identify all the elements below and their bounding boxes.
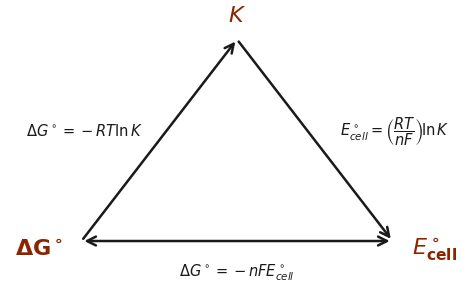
- Text: $\mathbf{\Delta G^\circ}$: $\mathbf{\Delta G^\circ}$: [15, 240, 63, 260]
- Text: $\Delta G^\circ = -RT\ln K$: $\Delta G^\circ = -RT\ln K$: [26, 123, 142, 140]
- Text: $\mathit{K}$: $\mathit{K}$: [228, 6, 246, 26]
- Text: $\Delta G^\circ = -nFE^\circ_{cell}$: $\Delta G^\circ = -nFE^\circ_{cell}$: [179, 263, 295, 283]
- Text: $\mathbf{\mathit{E}^\circ_{cell}}$: $\mathbf{\mathit{E}^\circ_{cell}}$: [412, 237, 457, 263]
- Text: $E^\circ_{cell} = \left(\dfrac{RT}{nF}\right)\!\ln K$: $E^\circ_{cell} = \left(\dfrac{RT}{nF}\r…: [340, 115, 449, 148]
